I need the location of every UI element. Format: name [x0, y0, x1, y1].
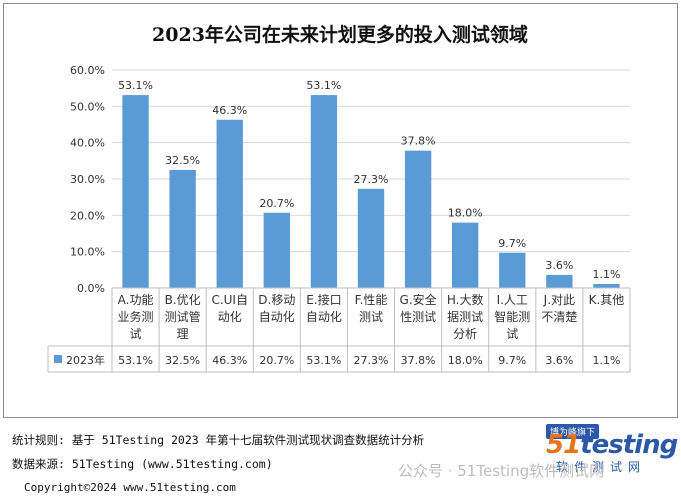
x-tick-label: 自动化 [259, 310, 295, 324]
x-tick-label: 自动化 [306, 310, 342, 324]
y-tick-label: 10.0% [70, 246, 105, 259]
x-tick-label: D.移动 [258, 293, 295, 307]
bar [404, 150, 432, 288]
statistics-rule: 统计规则: 基于 51Testing 2023 年第十七届软件测试现状调查数据统… [12, 433, 425, 447]
data-source: 数据来源: 51Testing (www.51testing.com) [12, 457, 273, 471]
x-tick-label: 智能测 [494, 309, 530, 324]
bar [546, 274, 573, 288]
x-tick-label: 不清楚 [541, 310, 577, 324]
x-tick-label: 测试管 [165, 309, 201, 324]
data-label: 37.8% [401, 135, 436, 148]
data-label: 18.0% [448, 207, 483, 220]
x-tick-label: F.性能 [355, 293, 388, 307]
chart-title: 2023年公司在未来计划更多的投入测试领域 [152, 23, 528, 46]
data-label: 20.7% [259, 197, 294, 210]
x-tick-label: C.UI自 [211, 293, 248, 307]
brand-wordmark-text: testing [580, 430, 678, 460]
x-tick-label: J.对此 [543, 293, 575, 307]
table-value: 3.6% [545, 354, 573, 367]
wechat-watermark: 公众号 · 51Testing软件测试网 [398, 462, 605, 480]
x-tick-label: 业务测 [118, 309, 154, 324]
x-tick-label: 分析 [453, 327, 477, 341]
copyright-text: Copyright©2024 www.51testing.com [24, 481, 236, 494]
x-tick-label: B.优化 [165, 293, 201, 307]
brand-chinese-name: 软件测试网 [556, 460, 647, 474]
table-value: 18.0% [448, 354, 483, 367]
table-value: 37.8% [401, 354, 436, 367]
x-tick-label: G.安全 [400, 292, 437, 307]
x-tick-label: 性测试 [400, 309, 436, 324]
table-value: 27.3% [354, 354, 389, 367]
x-tick-label: A.功能 [118, 293, 154, 307]
table-value: 53.1% [118, 354, 153, 367]
x-tick-label: E.接口 [306, 292, 341, 307]
y-tick-label: 40.0% [70, 137, 105, 150]
bar [122, 95, 149, 288]
data-label: 53.1% [306, 79, 341, 92]
x-tick-label: 试 [506, 326, 518, 341]
y-tick-label: 50.0% [70, 100, 105, 113]
data-label: 32.5% [165, 154, 200, 167]
data-label: 46.3% [212, 104, 247, 117]
table-value: 1.1% [592, 354, 620, 367]
data-label: 27.3% [354, 173, 389, 186]
x-tick-label: 测试 [359, 309, 383, 324]
bar-chart: 2023年公司在未来计划更多的投入测试领域 0.0% 10.0% 20.0% 30.0… [47, 23, 631, 373]
y-tick-label: 60.0% [70, 64, 105, 77]
bar [357, 188, 385, 288]
table-value: 9.7% [498, 354, 526, 367]
bar [499, 252, 526, 288]
x-tick-label: K.其他 [589, 293, 625, 307]
bar [263, 212, 291, 288]
brand-wordmark-number: 51 [546, 430, 581, 460]
x-tick-label: H.大数 [447, 292, 484, 307]
table-value: 46.3% [212, 354, 247, 367]
brand-badge: 博为峰旗下 [546, 424, 600, 439]
chart-frame: 2023年公司在未来计划更多的投入测试领域 0.0% 10.0% 20.0% 30.0… [3, 3, 678, 418]
table-value: 53.1% [306, 354, 341, 367]
y-tick-label: 20.0% [70, 209, 105, 222]
x-tick-label: 动化 [218, 310, 242, 324]
y-tick-label: 30.0% [70, 173, 105, 186]
table-value: 32.5% [165, 354, 200, 367]
y-tick-label: 0.0% [77, 282, 105, 295]
legend-label: 2023年 [66, 353, 105, 367]
data-label: 1.1% [592, 268, 620, 281]
legend-swatch [54, 355, 62, 363]
data-label: 9.7% [498, 237, 526, 250]
bar [593, 284, 620, 288]
bar [216, 119, 243, 288]
brand-wordmark: 51testing [546, 430, 678, 460]
data-label: 3.6% [545, 259, 573, 272]
brand-logo: 博为峰旗下 51testing 软件测试网 [546, 424, 678, 474]
x-tick-label: 据测试 [447, 309, 483, 324]
x-tick-label: 试 [130, 326, 142, 341]
bar [310, 95, 338, 288]
bar [451, 222, 479, 288]
bar [169, 169, 196, 288]
data-label: 53.1% [118, 79, 153, 92]
x-tick-label: I.人工 [497, 293, 528, 307]
x-tick-label: 理 [177, 327, 189, 341]
table-value: 20.7% [259, 354, 294, 367]
